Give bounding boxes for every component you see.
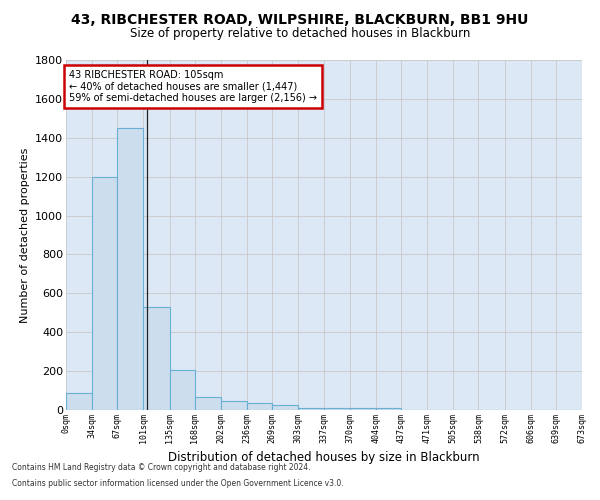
- Bar: [170, 370, 195, 410]
- X-axis label: Distribution of detached houses by size in Blackburn: Distribution of detached houses by size …: [168, 451, 480, 464]
- Bar: [92, 176, 118, 410]
- Bar: [272, 405, 298, 410]
- Bar: [325, 408, 350, 410]
- Text: 43, RIBCHESTER ROAD, WILPSHIRE, BLACKBURN, BB1 9HU: 43, RIBCHESTER ROAD, WILPSHIRE, BLACKBUR…: [71, 12, 529, 26]
- Text: Contains HM Land Registry data © Crown copyright and database right 2024.: Contains HM Land Registry data © Crown c…: [12, 464, 311, 472]
- Y-axis label: Number of detached properties: Number of detached properties: [20, 148, 29, 322]
- Text: 43 RIBCHESTER ROAD: 105sqm
← 40% of detached houses are smaller (1,447)
59% of s: 43 RIBCHESTER ROAD: 105sqm ← 40% of deta…: [69, 70, 317, 103]
- Bar: [118, 128, 143, 410]
- Bar: [221, 401, 247, 410]
- Text: Contains public sector information licensed under the Open Government Licence v3: Contains public sector information licen…: [12, 478, 344, 488]
- Bar: [350, 408, 376, 410]
- Bar: [66, 392, 92, 410]
- Bar: [195, 398, 221, 410]
- Bar: [298, 408, 325, 410]
- Bar: [247, 403, 272, 410]
- Bar: [143, 307, 170, 410]
- Bar: [376, 408, 401, 410]
- Text: Size of property relative to detached houses in Blackburn: Size of property relative to detached ho…: [130, 28, 470, 40]
